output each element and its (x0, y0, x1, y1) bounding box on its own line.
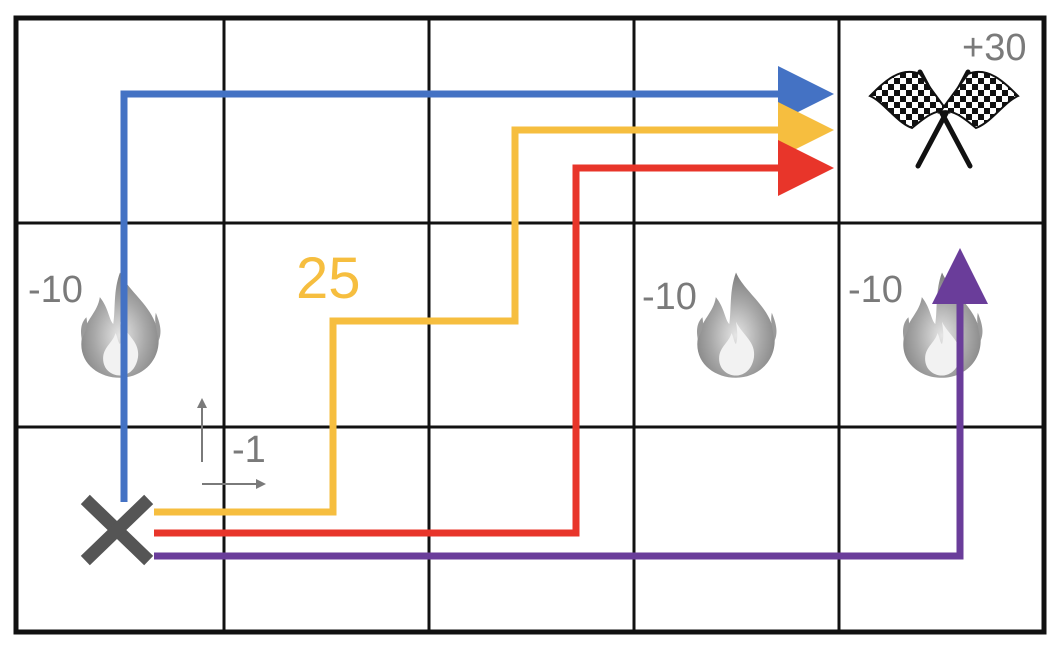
fire-icon (697, 272, 777, 378)
x-mark-icon (80, 494, 154, 566)
goal-reward-label: +30 (962, 27, 1026, 69)
step-cost-label: -1 (232, 429, 266, 471)
fire-hazard-cell-1-3: -10 (642, 272, 777, 378)
hazard-reward-label: -10 (642, 276, 697, 318)
hazard-reward-label: -10 (848, 269, 903, 311)
goal-cell: +30 (868, 27, 1026, 169)
fire-hazard-cell-1-4: -10 (848, 269, 983, 378)
fire-hazard-cell-1-0: -10 (28, 269, 161, 378)
purple-path (154, 248, 988, 560)
hazard-reward-label: -10 (28, 269, 83, 311)
move-arrows-icon (197, 398, 266, 489)
fire-icon (903, 272, 983, 378)
paths (120, 66, 988, 560)
checkered-flags-icon (868, 69, 1020, 169)
grid-border (13, 15, 1047, 635)
yellow-path (154, 102, 834, 516)
red-path (154, 140, 834, 537)
blue-path (120, 66, 834, 502)
path-score-label: 25 (296, 246, 361, 311)
